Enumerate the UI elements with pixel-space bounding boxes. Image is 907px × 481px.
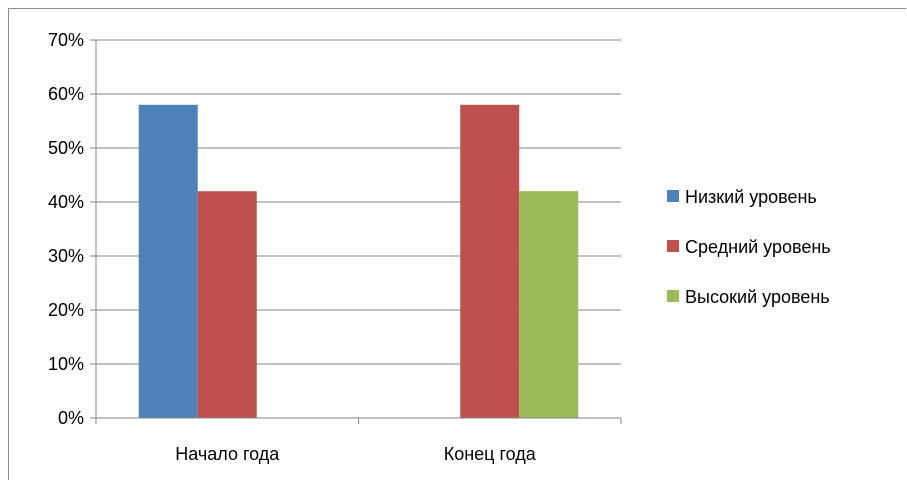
legend: Низкий уровень Средний уровень Высокий уро… <box>667 187 831 307</box>
legend-label: Низкий уровень <box>685 187 817 207</box>
y-axis-ticks: 0% 10% 20% 30% 40% 50% 60% 70% <box>48 30 84 428</box>
x-axis-categories: Начало года Конец года <box>175 444 537 464</box>
y-tick-label: 60% <box>48 84 84 104</box>
bars <box>138 104 579 419</box>
legend-swatch <box>667 240 679 252</box>
chart-frame <box>8 8 906 480</box>
x-category-label: Конец года <box>444 444 537 464</box>
legend-label: Высокий уровень <box>685 287 830 307</box>
legend-label: Средний уровень <box>685 237 831 257</box>
legend-swatch <box>667 290 679 302</box>
y-tick-label: 40% <box>48 192 84 212</box>
x-category-label: Начало года <box>175 444 280 464</box>
y-tick-label: 0% <box>58 408 84 428</box>
axes <box>90 39 622 424</box>
bar <box>460 104 520 419</box>
legend-swatch <box>667 190 679 202</box>
y-tick-label: 30% <box>48 246 84 266</box>
bar <box>519 191 579 418</box>
y-tick-label: 10% <box>48 354 84 374</box>
y-tick-label: 50% <box>48 138 84 158</box>
y-tick-label: 20% <box>48 300 84 320</box>
y-tick-label: 70% <box>48 30 84 50</box>
bar <box>197 191 257 418</box>
bar <box>138 104 198 419</box>
